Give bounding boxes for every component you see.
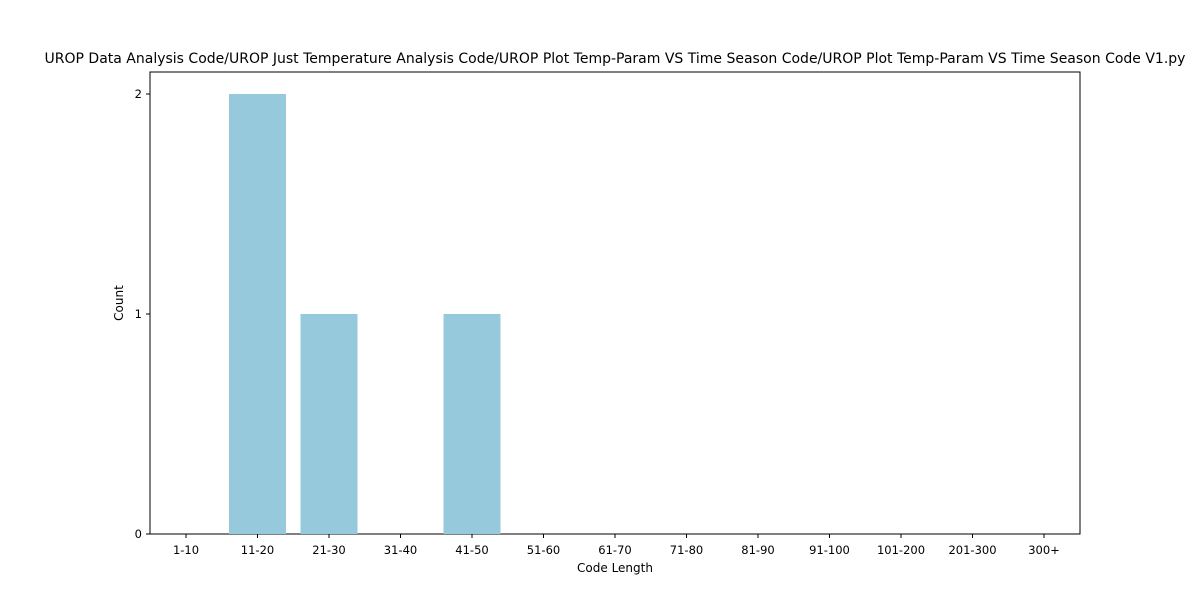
x-axis-ticks: 1-10 11-20 21-30 31-40 41-50 51-60 61-70 71-80 8… (173, 534, 1060, 557)
x-tick-label: 201-300 (948, 543, 996, 557)
x-tick-label: 81-90 (741, 543, 774, 557)
x-tick-label: 11-20 (241, 543, 274, 557)
y-axis-label: Count (112, 285, 126, 321)
x-tick-label: 61-70 (598, 543, 631, 557)
x-tick-label: 41-50 (455, 543, 488, 557)
x-tick-label: 1-10 (173, 543, 199, 557)
y-tick-label: 2 (135, 87, 142, 101)
x-tick-label: 51-60 (527, 543, 560, 557)
y-tick-label: 1 (135, 307, 142, 321)
y-axis-ticks: 0 1 2 (135, 87, 150, 541)
bar-41-50 (443, 314, 501, 534)
chart-title: UROP Data Analysis Code/UROP Just Temper… (45, 51, 1186, 67)
x-tick-label: 71-80 (670, 543, 703, 557)
x-tick-label: 101-200 (877, 543, 925, 557)
x-tick-label: 91-100 (809, 543, 850, 557)
x-axis-label: Code Length (577, 561, 653, 575)
x-tick-label: 31-40 (384, 543, 417, 557)
y-tick-label: 0 (135, 527, 142, 541)
x-tick-label: 21-30 (312, 543, 345, 557)
bars-group (229, 94, 501, 534)
x-tick-label: 300+ (1028, 543, 1060, 557)
bar-11-20 (229, 94, 286, 534)
plot-area-frame (149, 71, 1081, 535)
bar-21-30 (300, 314, 358, 534)
